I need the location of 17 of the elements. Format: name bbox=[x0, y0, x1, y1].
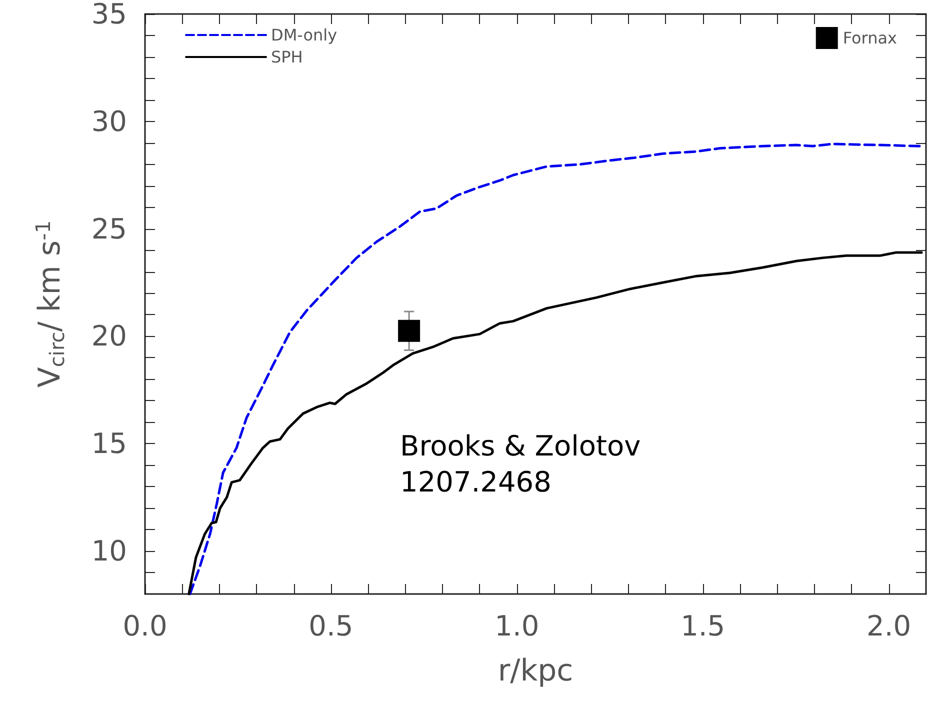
y-tick-label: 10 bbox=[91, 534, 127, 568]
x-tick-label: 0.0 bbox=[122, 610, 168, 642]
x-tick-label: 1.0 bbox=[494, 610, 540, 642]
x-tick-label: 1.5 bbox=[680, 610, 726, 642]
y-tick-label: 20 bbox=[91, 320, 127, 353]
y-tick-label: 25 bbox=[91, 212, 127, 246]
annotation: Brooks & Zolotov 1207.2468 bbox=[400, 430, 641, 498]
x-tick-label: 0.5 bbox=[308, 610, 354, 642]
y-tick-label: 15 bbox=[91, 427, 127, 460]
x-tick-label: 2.0 bbox=[866, 610, 912, 642]
y-tick-label: 30 bbox=[91, 104, 127, 138]
x-axis-title: r/kpc bbox=[498, 654, 574, 688]
legend-label: DM-only bbox=[271, 26, 338, 44]
y-axis-title: Vcirc/ km s-1 bbox=[31, 220, 69, 388]
legend-label: Fornax bbox=[842, 28, 898, 48]
y-tick-label: 35 bbox=[91, 0, 127, 30]
legend-label: SPH bbox=[271, 48, 303, 66]
